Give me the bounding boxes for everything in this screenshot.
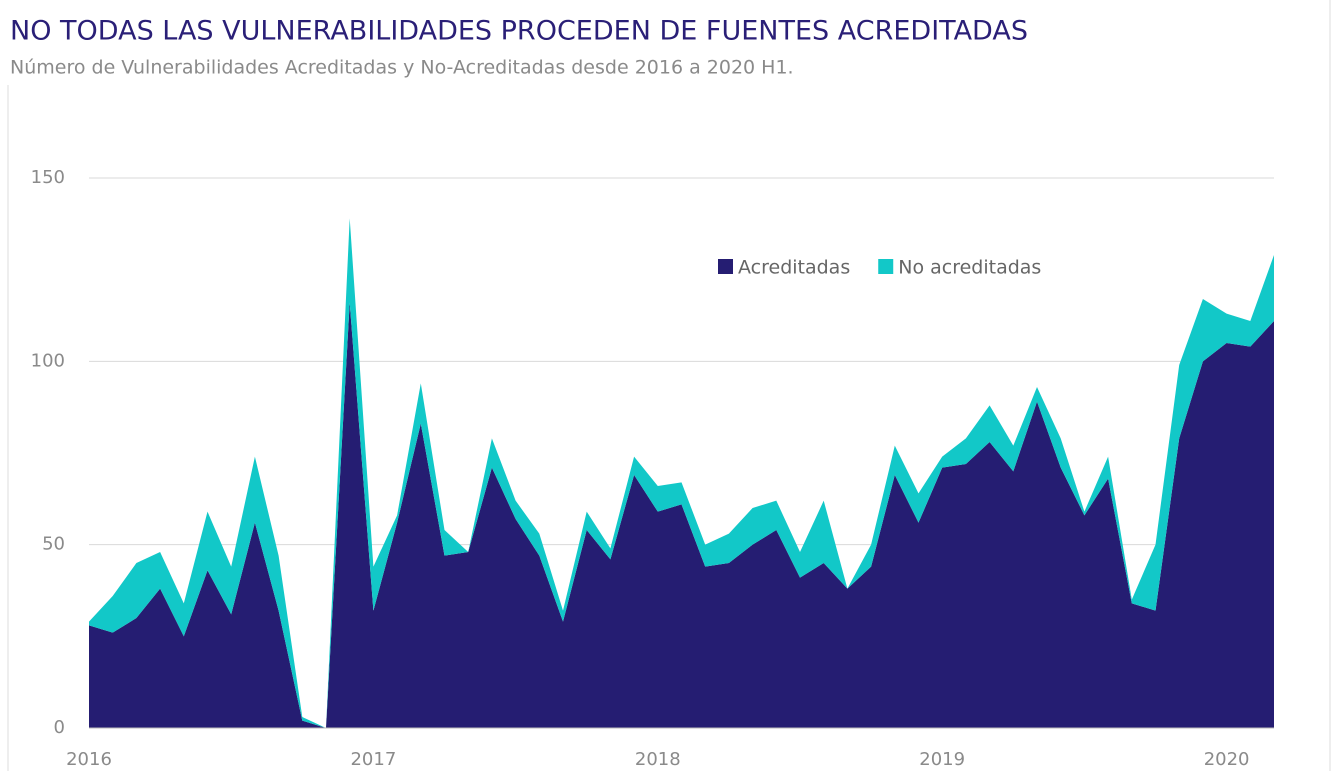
y-tick-label: 150 [31,167,65,188]
chart-subtitle: Número de Vulnerabilidades Acreditadas y… [10,57,794,79]
y-tick-label: 50 [42,534,65,555]
x-tick-label: 2020 [1204,749,1250,770]
y-tick-label: 100 [31,350,65,371]
legend-label: Acreditadas [738,257,850,279]
x-tick-label: 2018 [635,749,681,770]
x-tick-label: 2016 [66,749,112,770]
y-tick-label: 0 [54,717,65,738]
legend-label: No acreditadas [898,257,1041,279]
x-tick-label: 2017 [350,749,396,770]
legend-swatch [878,259,894,274]
area [89,302,1274,728]
x-tick-label: 2019 [919,749,965,770]
chart-title: NO TODAS LAS VULNERABILIDADES PROCEDEN D… [10,16,1028,47]
legend-swatch [718,259,733,274]
